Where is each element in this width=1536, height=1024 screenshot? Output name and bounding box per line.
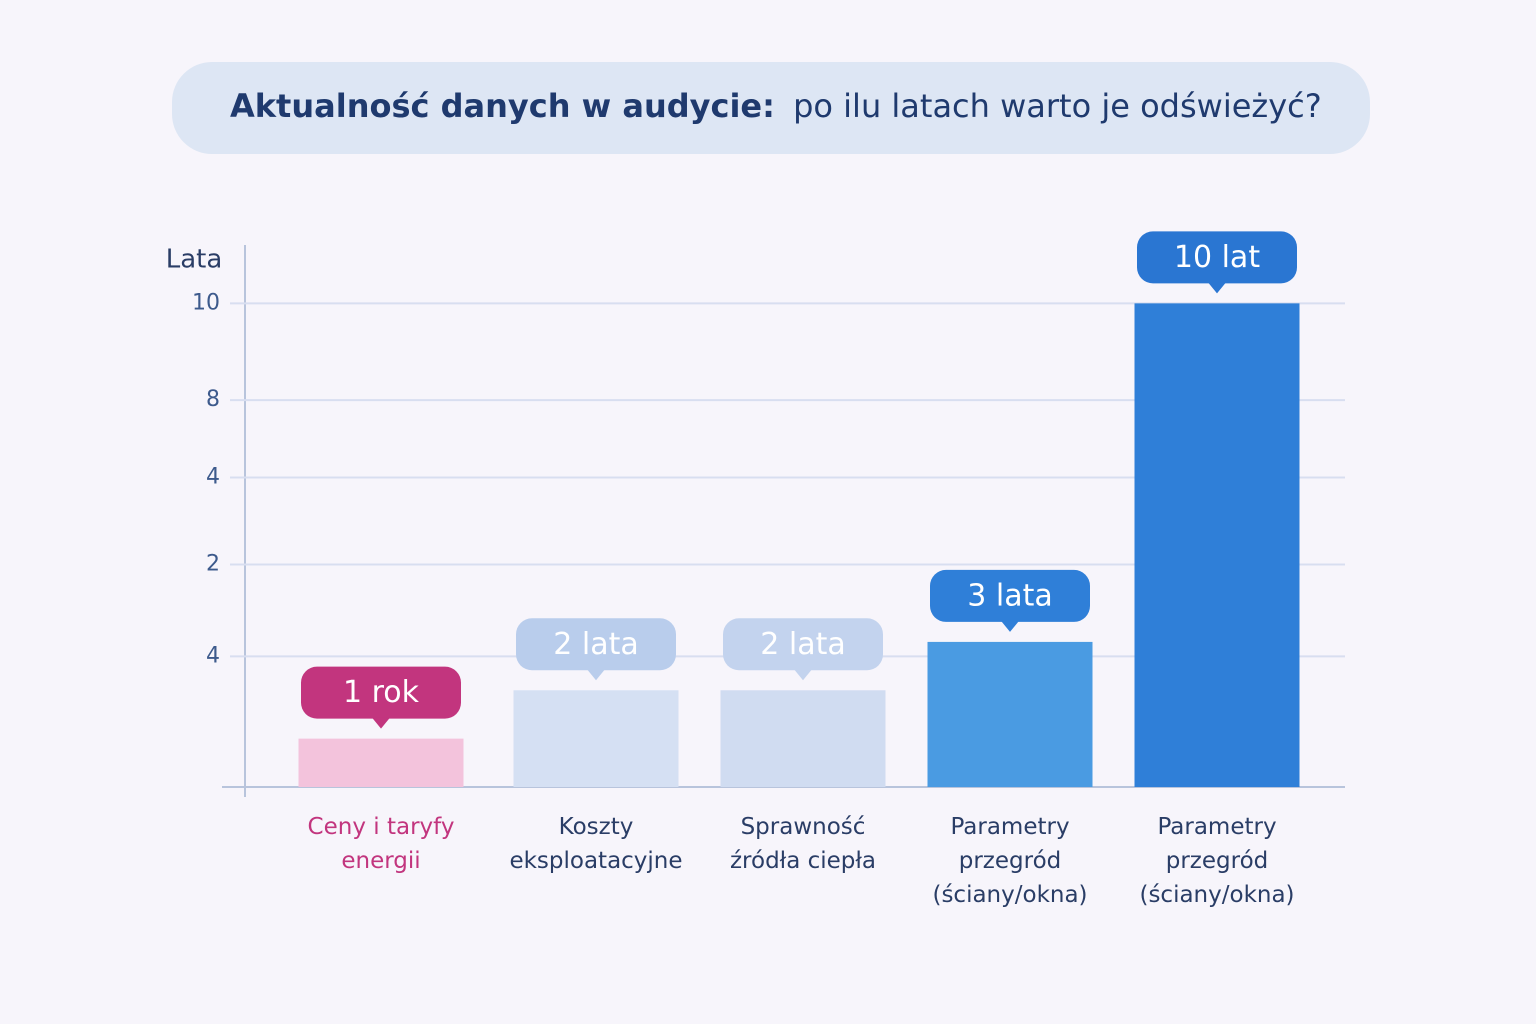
value-label: 1 rok — [343, 675, 420, 710]
value-bubble — [723, 618, 883, 671]
chart-title: Aktualność danych w audycie: — [230, 87, 775, 125]
chart-subtitle: po ilu latach warto je odświeżyć? — [793, 87, 1322, 125]
y-tick-label: 4 — [206, 464, 220, 489]
y-axis-label: Lata — [166, 245, 223, 275]
title-line: Aktualność danych w audycie: po ilu lata… — [230, 87, 1322, 125]
title-pill — [172, 62, 1370, 154]
x-tick-label: Sprawność źródła ciepła — [729, 814, 877, 874]
x-tick-label: Ceny i taryfy energii — [307, 814, 455, 874]
value-label: 2 lata — [553, 627, 639, 662]
x-tick-label: Parametry przegród (ściany/okna) — [1139, 814, 1295, 908]
value-bubble — [516, 618, 676, 671]
value-bubble-pointer — [587, 669, 605, 681]
bar — [513, 690, 679, 787]
bar — [927, 641, 1093, 787]
value-bubble-pointer — [1001, 620, 1019, 632]
value-label: 10 lat — [1174, 240, 1260, 275]
value-bubble — [301, 666, 461, 719]
bar — [298, 738, 464, 787]
value-label: 3 lata — [967, 578, 1053, 613]
value-bubble — [1137, 231, 1297, 284]
bar — [720, 690, 886, 787]
y-tick-label: 8 — [206, 387, 220, 412]
value-bubble — [930, 569, 1090, 622]
bar — [1134, 303, 1300, 787]
value-bubble-pointer — [794, 669, 812, 681]
value-bubble-pointer — [372, 717, 390, 729]
x-tick-label: Parametry przegród (ściany/okna) — [932, 814, 1088, 908]
value-label: 2 lata — [760, 627, 846, 662]
y-tick-label: 4 — [206, 643, 220, 668]
y-tick-label: 10 — [192, 290, 220, 315]
y-tick-label: 2 — [206, 552, 220, 577]
x-tick-label: Koszty eksploatacyjne — [509, 814, 683, 874]
value-bubble-pointer — [1208, 282, 1226, 294]
